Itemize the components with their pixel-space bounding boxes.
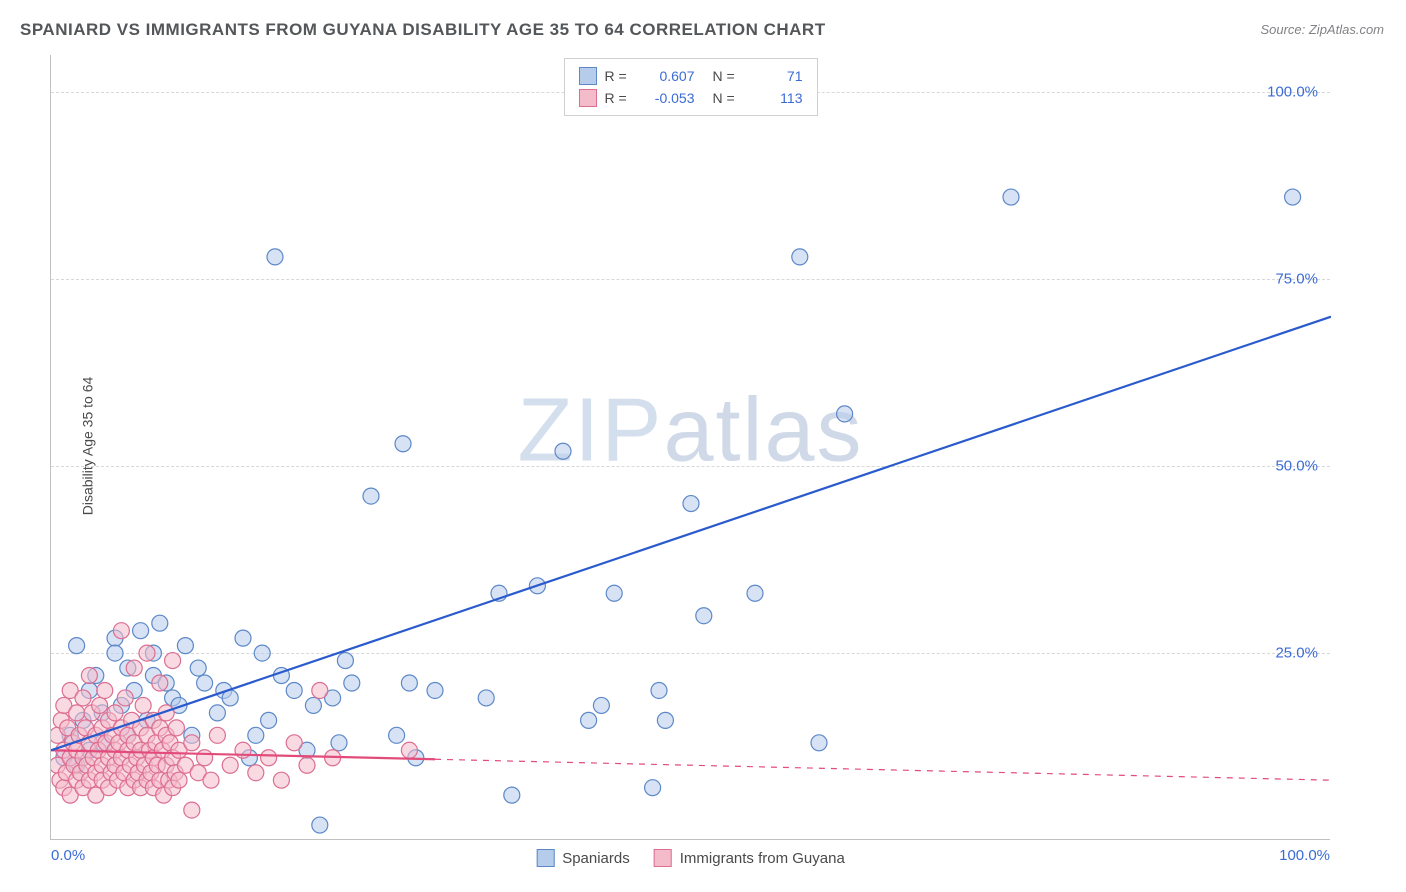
- data-point: [651, 682, 667, 698]
- r-value: 0.607: [641, 68, 695, 84]
- data-point: [478, 690, 494, 706]
- data-point: [197, 750, 213, 766]
- data-point: [593, 697, 609, 713]
- data-point: [363, 488, 379, 504]
- r-value: -0.053: [641, 90, 695, 106]
- data-point: [75, 690, 91, 706]
- data-point: [248, 765, 264, 781]
- data-point: [696, 608, 712, 624]
- data-point: [792, 249, 808, 265]
- data-point: [113, 623, 129, 639]
- data-point: [683, 496, 699, 512]
- scatter-svg: [51, 55, 1331, 840]
- n-value: 113: [749, 90, 803, 106]
- data-point: [389, 727, 405, 743]
- data-point: [645, 780, 661, 796]
- data-point: [135, 697, 151, 713]
- n-label: N =: [713, 90, 741, 106]
- data-point: [286, 682, 302, 698]
- data-point: [305, 697, 321, 713]
- data-point: [184, 735, 200, 751]
- data-point: [401, 675, 417, 691]
- legend-series-label: Spaniards: [562, 850, 630, 867]
- data-point: [152, 675, 168, 691]
- data-point: [177, 638, 193, 654]
- series-legend: Spaniards Immigrants from Guyana: [536, 849, 845, 867]
- legend-swatch: [579, 67, 597, 85]
- legend-series-item: Spaniards: [536, 849, 630, 867]
- plot-area: ZIPatlas 25.0%50.0%75.0%100.0% 0.0% 100.…: [50, 55, 1330, 840]
- data-point: [273, 772, 289, 788]
- data-point: [197, 675, 213, 691]
- data-point: [117, 690, 133, 706]
- data-point: [395, 436, 411, 452]
- source-label: Source: ZipAtlas.com: [1260, 22, 1384, 37]
- data-point: [267, 249, 283, 265]
- data-point: [107, 705, 123, 721]
- r-label: R =: [605, 90, 633, 106]
- n-label: N =: [713, 68, 741, 84]
- data-point: [286, 735, 302, 751]
- data-point: [581, 712, 597, 728]
- legend-stat-row: R = 0.607 N = 71: [579, 65, 803, 87]
- data-point: [312, 682, 328, 698]
- chart-title: SPANIARD VS IMMIGRANTS FROM GUYANA DISAB…: [20, 20, 826, 40]
- r-label: R =: [605, 68, 633, 84]
- data-point: [235, 630, 251, 646]
- data-point: [747, 585, 763, 601]
- data-point: [133, 623, 149, 639]
- data-point: [97, 682, 113, 698]
- data-point: [344, 675, 360, 691]
- trend-line: [51, 317, 1331, 751]
- data-point: [222, 757, 238, 773]
- data-point: [261, 750, 277, 766]
- data-point: [811, 735, 827, 751]
- data-point: [337, 653, 353, 669]
- legend-series-label: Immigrants from Guyana: [680, 850, 845, 867]
- data-point: [427, 682, 443, 698]
- data-point: [299, 757, 315, 773]
- legend-swatch: [654, 849, 672, 867]
- data-point: [69, 638, 85, 654]
- data-point: [152, 615, 168, 631]
- x-tick-min: 0.0%: [51, 847, 85, 864]
- data-point: [69, 705, 85, 721]
- data-point: [1285, 189, 1301, 205]
- data-point: [139, 645, 155, 661]
- trend-line-dashed: [435, 759, 1331, 780]
- data-point: [261, 712, 277, 728]
- x-tick-max: 100.0%: [1279, 847, 1330, 864]
- data-point: [401, 742, 417, 758]
- data-point: [312, 817, 328, 833]
- data-point: [168, 720, 184, 736]
- data-point: [555, 443, 571, 459]
- data-point: [126, 660, 142, 676]
- legend-swatch: [579, 89, 597, 107]
- legend-stat-row: R = -0.053 N = 113: [579, 87, 803, 109]
- data-point: [81, 668, 97, 684]
- legend-series-item: Immigrants from Guyana: [654, 849, 845, 867]
- n-value: 71: [749, 68, 803, 84]
- data-point: [171, 772, 187, 788]
- data-point: [248, 727, 264, 743]
- data-point: [107, 645, 123, 661]
- correlation-legend: R = 0.607 N = 71 R = -0.053 N = 113: [564, 58, 818, 116]
- data-point: [657, 712, 673, 728]
- data-point: [504, 787, 520, 803]
- data-point: [1003, 189, 1019, 205]
- data-point: [331, 735, 347, 751]
- data-point: [209, 727, 225, 743]
- data-point: [209, 705, 225, 721]
- data-point: [837, 406, 853, 422]
- data-point: [184, 802, 200, 818]
- data-point: [254, 645, 270, 661]
- data-point: [190, 660, 206, 676]
- legend-swatch: [536, 849, 554, 867]
- data-point: [165, 653, 181, 669]
- data-point: [92, 697, 108, 713]
- data-point: [203, 772, 219, 788]
- data-point: [606, 585, 622, 601]
